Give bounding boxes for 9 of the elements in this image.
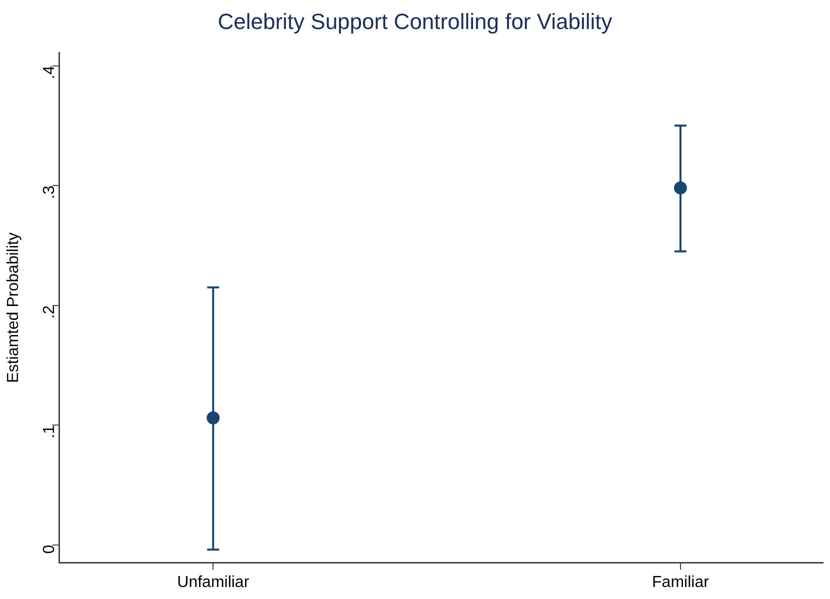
chart-title: Celebrity Support Controlling for Viability [216, 8, 614, 36]
y-tick-label: .1 [40, 424, 58, 438]
y-tick-label: .2 [40, 305, 58, 319]
x-tick-label: Unfamiliar [177, 574, 250, 591]
y-tick-label: 0 [40, 544, 58, 554]
y-tick-label: .3 [40, 185, 58, 199]
x-tick-label: Familiar [652, 574, 710, 591]
y-axis-title: Estiamted Probability [5, 232, 22, 383]
y-tick-label: .4 [40, 66, 58, 80]
